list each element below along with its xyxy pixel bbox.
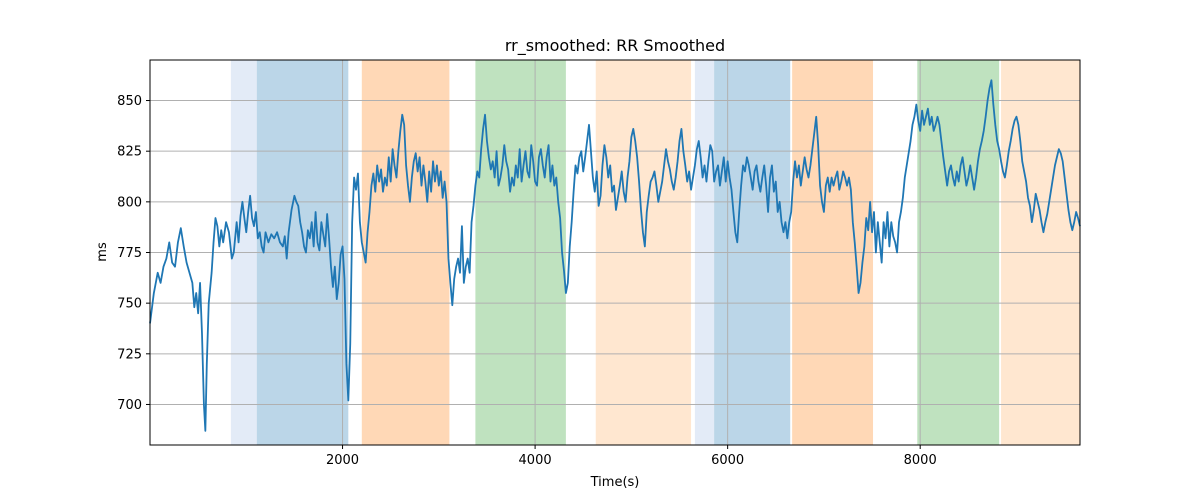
series-lines [149, 79, 1081, 432]
x-axis-ticks: 2000 4000 6000 8000 [326, 445, 937, 468]
series-line [149, 79, 1081, 432]
y-tick-label: 775 [117, 246, 142, 261]
x-tick-label: 2000 [326, 453, 359, 468]
chart-title: rr_smoothed: RR Smoothed [505, 36, 725, 56]
x-axis-label: Time(s) [590, 475, 640, 490]
x-tick-label: 4000 [519, 453, 552, 468]
y-tick-label: 750 [117, 297, 142, 312]
y-axis-label: ms [95, 242, 110, 262]
y-tick-label: 850 [117, 94, 142, 109]
y-tick-label: 800 [117, 195, 142, 210]
y-axis-ticks: 700 725 750 775 800 825 850 [117, 94, 150, 413]
y-tick-label: 725 [117, 347, 142, 362]
y-tick-label: 700 [117, 398, 142, 413]
y-tick-label: 825 [117, 145, 142, 160]
grid-lines [150, 60, 1080, 445]
x-tick-label: 6000 [711, 453, 744, 468]
x-tick-label: 8000 [904, 453, 937, 468]
